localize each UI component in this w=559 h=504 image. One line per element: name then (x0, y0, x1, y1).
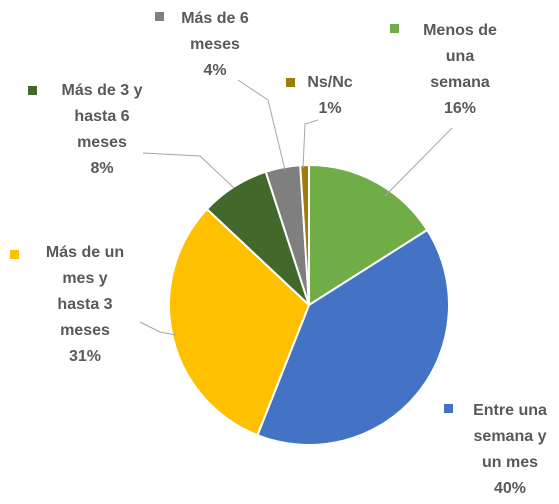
slice-label: Más de un mes y hasta 3 meses 31% (25, 240, 145, 370)
slice-label: Más de 3 y hasta 6 meses 8% (42, 78, 162, 182)
category-label: Más de 6 meses (181, 10, 249, 53)
pie-slice (256, 228, 450, 446)
value-label: 1% (318, 100, 342, 117)
pie-slice (299, 163, 310, 306)
slice-label: Entre una semana y un mes 40% (460, 398, 559, 502)
pie-slice (168, 207, 311, 437)
value-label: 16% (443, 100, 477, 117)
leader-line (139, 321, 177, 336)
value-label: 40% (493, 480, 527, 497)
leader-line (302, 119, 319, 169)
category-label: Entre una semana y un mes (473, 402, 547, 471)
legend-marker (155, 12, 164, 21)
pie-slice (308, 163, 429, 307)
slice-label: Menos de una semana 16% (405, 18, 515, 122)
value-label: 8% (90, 160, 114, 177)
legend-marker (286, 78, 295, 87)
leader-line (237, 79, 286, 171)
legend-marker (10, 250, 19, 259)
category-label: Más de un mes y hasta 3 meses (45, 244, 125, 339)
slice-label: Ns/Nc 1% (290, 70, 370, 122)
value-label: 4% (203, 62, 227, 79)
legend-marker (390, 24, 399, 33)
category-label: Más de 3 y hasta 6 meses (61, 82, 143, 151)
category-label: Menos de una semana (423, 22, 497, 91)
leader-line (384, 127, 453, 197)
legend-marker (444, 404, 453, 413)
legend-marker (28, 86, 37, 95)
category-label: Ns/Nc (307, 74, 353, 91)
slice-label: Más de 6 meses 4% (165, 6, 265, 84)
value-label: 31% (68, 348, 102, 365)
leader-line (142, 152, 235, 189)
